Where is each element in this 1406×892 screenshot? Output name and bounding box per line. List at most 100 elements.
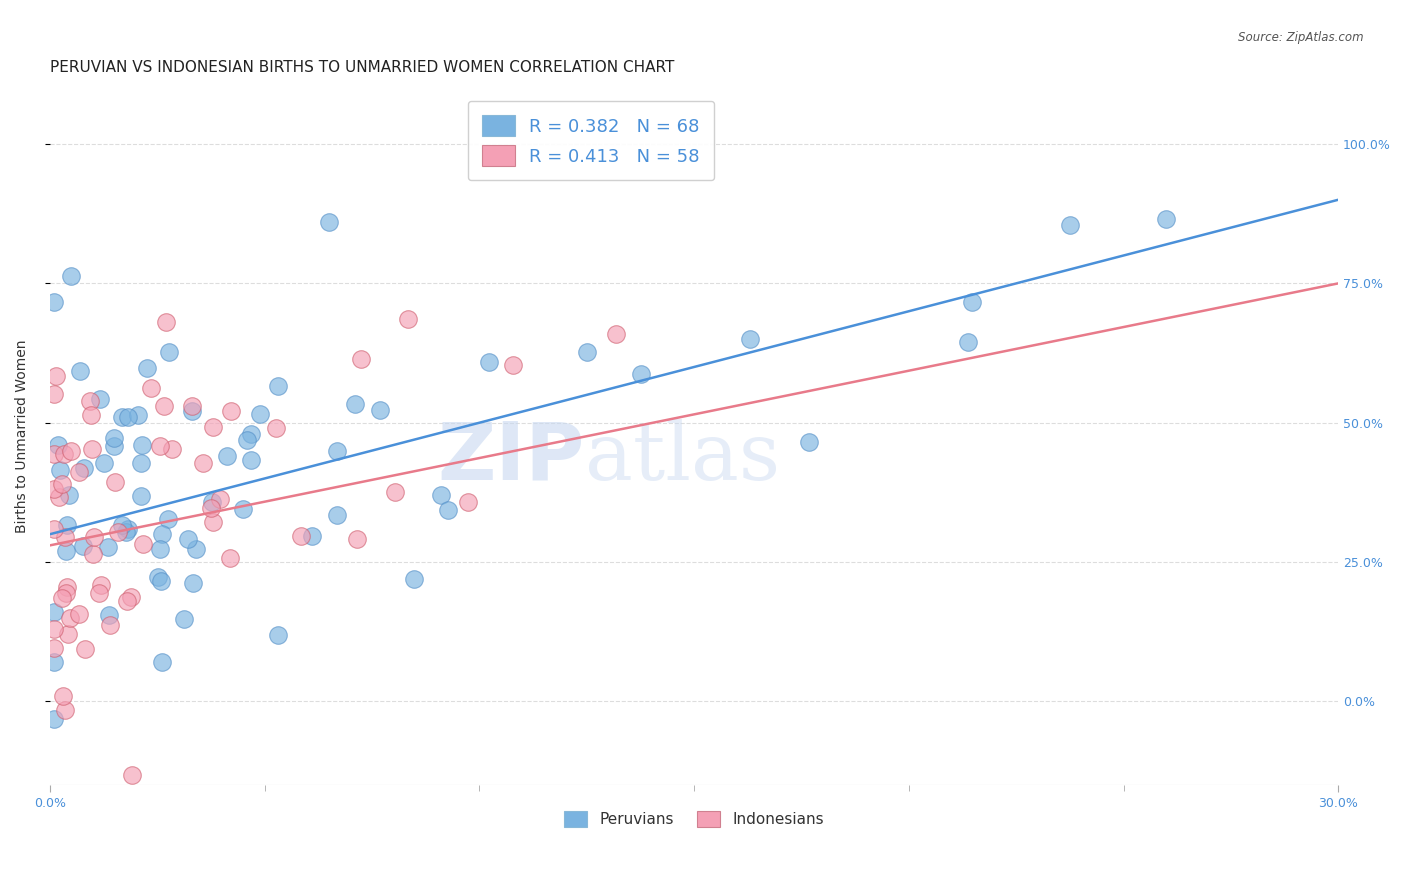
Point: [87, 586, 110, 600]
Point: [55, 586, 77, 600]
Point: [98, 618, 121, 632]
Point: [139, 381, 162, 395]
Point: [98, 607, 121, 622]
Point: [404, 573, 426, 587]
Point: [153, 399, 176, 413]
Point: [318, 215, 340, 229]
Point: [150, 527, 173, 541]
Point: [326, 508, 349, 522]
Point: [350, 352, 373, 367]
Text: Source: ZipAtlas.com: Source: ZipAtlas.com: [1239, 31, 1364, 45]
Point: [42, 641, 65, 656]
Point: [60, 269, 83, 284]
Point: [181, 403, 204, 417]
Point: [576, 344, 599, 359]
Point: [157, 512, 180, 526]
Text: ZIP: ZIP: [437, 418, 585, 497]
Point: [384, 484, 406, 499]
Point: [80, 408, 103, 422]
Point: [115, 524, 138, 539]
Legend: Peruvians, Indonesians: Peruvians, Indonesians: [558, 805, 830, 833]
Point: [201, 495, 224, 509]
Point: [239, 427, 262, 442]
Point: [797, 435, 820, 450]
Point: [90, 577, 112, 591]
Point: [42, 387, 65, 401]
Point: [97, 541, 120, 555]
Point: [83, 530, 105, 544]
Point: [155, 315, 177, 329]
Point: [72, 540, 94, 554]
Point: [437, 502, 460, 516]
Y-axis label: Births to Unmarried Women: Births to Unmarried Women: [15, 340, 30, 533]
Point: [177, 532, 200, 546]
Point: [267, 628, 290, 642]
Point: [48, 438, 70, 452]
Point: [48, 463, 70, 477]
Point: [149, 574, 172, 589]
Point: [148, 570, 170, 584]
Point: [82, 548, 104, 562]
Point: [42, 655, 65, 669]
Point: [55, 543, 77, 558]
Point: [59, 611, 82, 625]
Point: [209, 491, 232, 506]
Point: [430, 488, 453, 502]
Point: [107, 525, 129, 540]
Point: [73, 461, 96, 475]
Point: [149, 542, 172, 557]
Point: [45, 368, 67, 383]
Point: [58, 488, 80, 502]
Point: [180, 399, 202, 413]
Point: [51, 591, 73, 605]
Point: [111, 410, 134, 425]
Point: [103, 431, 125, 445]
Text: atlas: atlas: [585, 418, 780, 497]
Point: [740, 333, 762, 347]
Point: [181, 576, 204, 591]
Point: [150, 655, 173, 669]
Point: [79, 393, 101, 408]
Point: [120, 591, 142, 605]
Point: [42, 605, 65, 619]
Point: [129, 489, 152, 503]
Point: [48, 490, 70, 504]
Point: [221, 404, 243, 418]
Point: [457, 495, 479, 509]
Point: [117, 409, 139, 424]
Point: [53, 703, 76, 717]
Point: [69, 364, 91, 378]
Point: [121, 768, 143, 782]
Point: [42, 522, 65, 536]
Point: [264, 421, 287, 435]
Point: [51, 476, 73, 491]
Point: [186, 541, 208, 556]
Point: [67, 607, 90, 622]
Point: [131, 537, 153, 551]
Point: [1154, 212, 1177, 227]
Point: [103, 438, 125, 452]
Point: [232, 502, 254, 516]
Point: [148, 439, 170, 453]
Point: [127, 408, 149, 422]
Point: [89, 392, 111, 406]
Text: PERUVIAN VS INDONESIAN BIRTHS TO UNMARRIED WOMEN CORRELATION CHART: PERUVIAN VS INDONESIAN BIRTHS TO UNMARRI…: [49, 60, 675, 75]
Point: [191, 456, 214, 470]
Point: [56, 518, 79, 533]
Point: [56, 580, 79, 594]
Point: [301, 529, 323, 543]
Point: [117, 522, 139, 536]
Point: [325, 444, 347, 458]
Point: [173, 612, 195, 626]
Point: [42, 482, 65, 496]
Point: [103, 475, 125, 490]
Point: [75, 642, 97, 657]
Point: [630, 367, 652, 381]
Point: [398, 312, 420, 326]
Point: [53, 530, 76, 544]
Point: [267, 379, 290, 393]
Point: [1059, 218, 1081, 232]
Point: [59, 443, 82, 458]
Point: [56, 626, 79, 640]
Point: [117, 594, 139, 608]
